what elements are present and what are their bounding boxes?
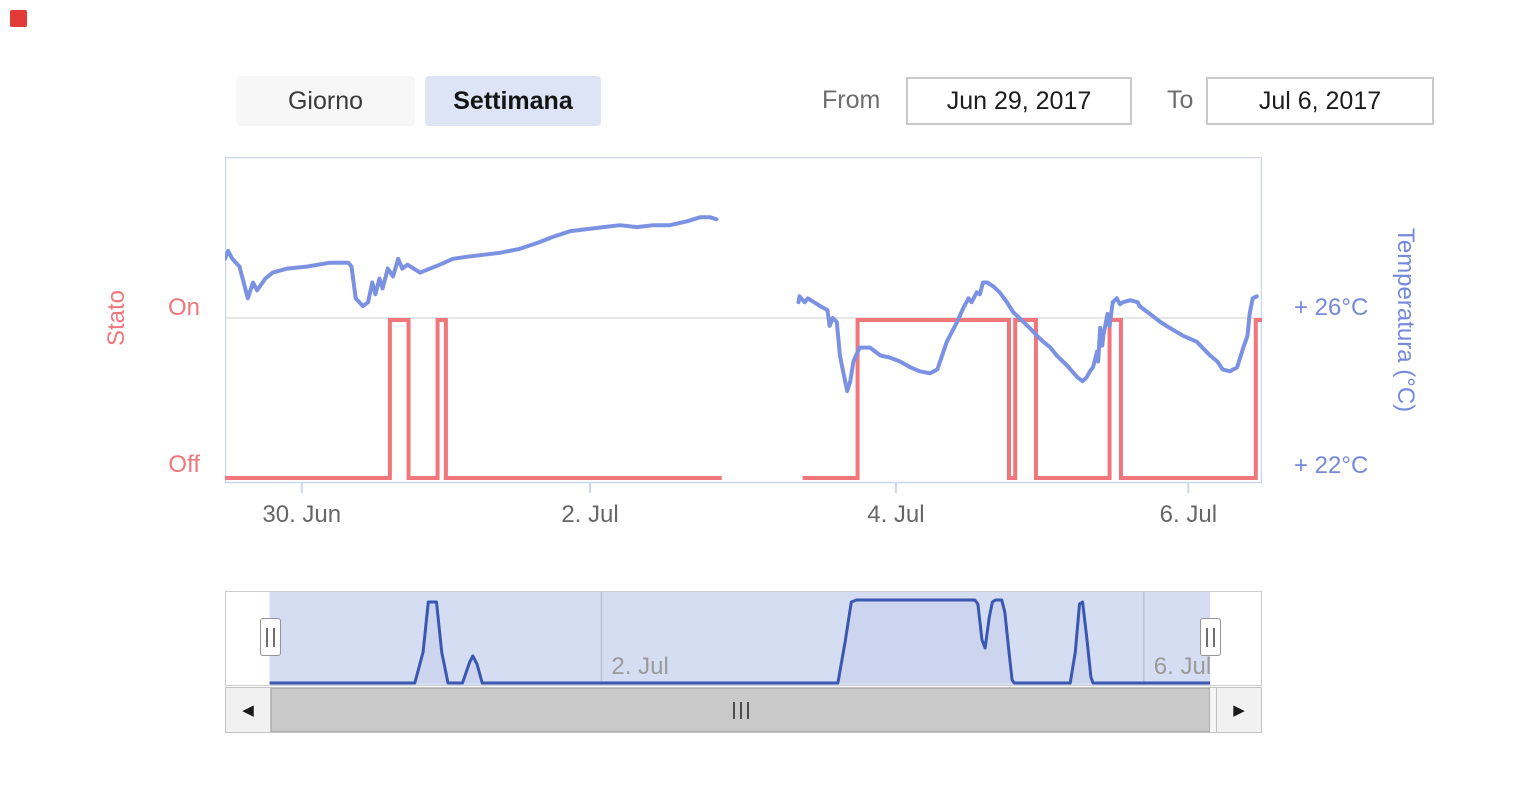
navigator-mask[interactable]	[269, 592, 1211, 685]
handle-grip-line	[273, 627, 275, 647]
navigator-series-line	[269, 598, 1211, 685]
handle-grip-line	[1213, 627, 1215, 647]
navigator-right-handle[interactable]	[1200, 618, 1221, 656]
from-date-input[interactable]: Jun 29, 2017	[906, 77, 1132, 125]
navigator-svg[interactable]	[225, 591, 1262, 686]
navigator-axis-label: 2. Jul	[611, 653, 669, 680]
view-button-giorno[interactable]: Giorno	[236, 76, 415, 126]
right-axis-label-26c: + 26°C	[1294, 294, 1369, 321]
right-axis-label-22c: + 22°C	[1294, 452, 1369, 479]
scrollbar-left-button[interactable]: ◀	[225, 687, 271, 733]
handle-grip-line	[1206, 627, 1208, 647]
scrollbar-thumb[interactable]	[271, 688, 1210, 732]
stato-step-line	[225, 318, 722, 480]
right-axis-title: Temperatura (°C)	[1392, 227, 1419, 413]
scrollbar-right-button[interactable]: ▶	[1216, 687, 1262, 733]
scrollbar-grip-icon	[746, 701, 749, 719]
to-date-input[interactable]: Jul 6, 2017	[1206, 77, 1434, 125]
navigator-left-handle[interactable]	[260, 618, 281, 656]
x-axis-label: 30. Jun	[262, 501, 342, 528]
temperature-line	[796, 280, 1259, 394]
logo-mark	[10, 10, 27, 27]
left-axis-label-on: On	[167, 294, 200, 321]
to-label: To	[1167, 86, 1194, 114]
temperature-line	[225, 215, 719, 309]
x-axis-label: 4. Jul	[867, 501, 925, 528]
from-label: From	[822, 86, 881, 114]
stato-step-line	[802, 318, 1262, 480]
view-button-settimana[interactable]: Settimana	[425, 76, 601, 126]
navigator-axis-label: 6. Jul	[1153, 653, 1212, 680]
scrollbar: ◀ ▶	[225, 687, 1262, 733]
navigator-outline	[225, 591, 1262, 686]
x-axis-labels: 30. Jun 2. Jul 4. Jul 6. Jul	[225, 501, 1262, 533]
left-axis-label-off: Off	[168, 451, 200, 478]
x-axis-label: 2. Jul	[561, 501, 619, 528]
handle-grip-line	[266, 627, 268, 647]
scroll-right-arrow-icon: ▶	[1233, 702, 1245, 719]
scroll-left-arrow-icon: ◀	[242, 702, 254, 719]
scrollbar-grip-icon	[732, 701, 735, 719]
x-axis-label: 6. Jul	[1159, 501, 1218, 528]
scrollbar-track[interactable]	[271, 687, 1216, 733]
scrollbar-grip-icon	[739, 701, 742, 719]
main-plot-svg	[225, 157, 1262, 493]
